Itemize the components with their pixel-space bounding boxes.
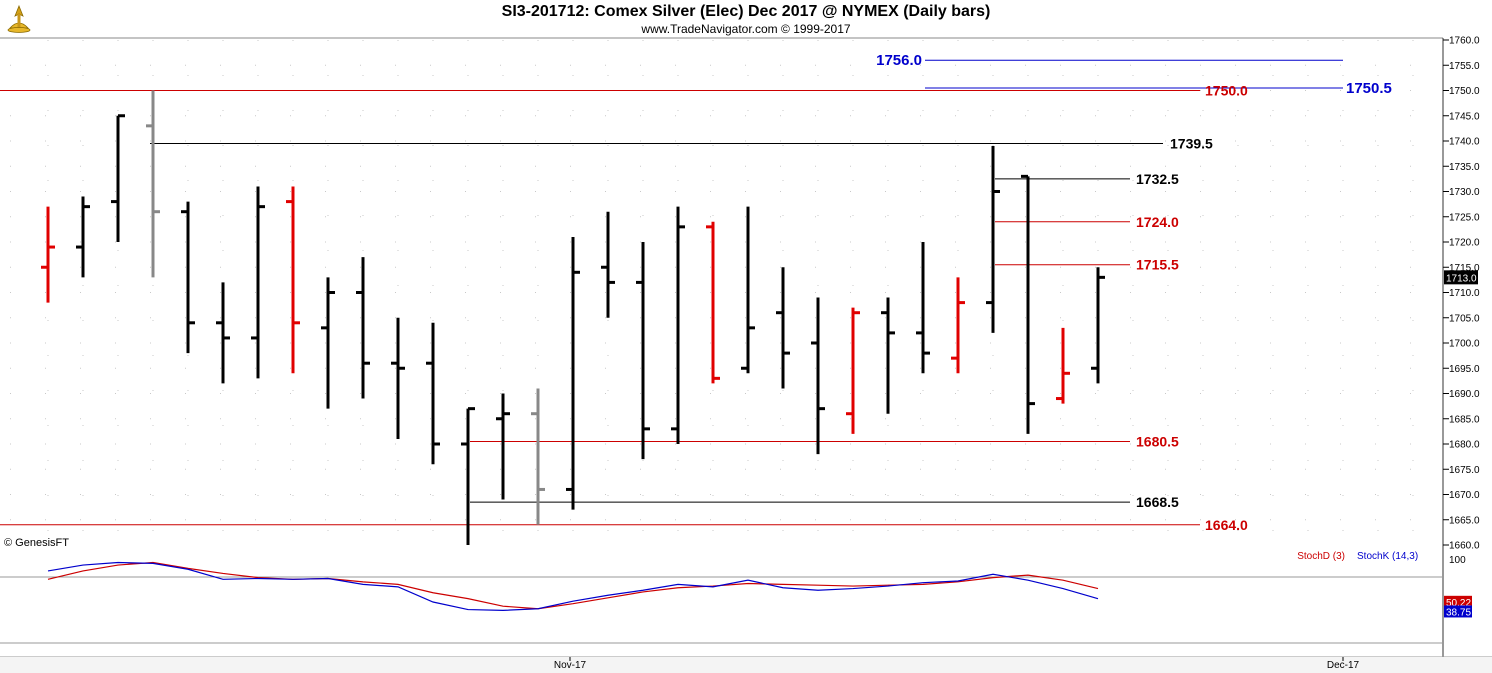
y-tick-label: 1700.0	[1449, 339, 1480, 350]
y-tick-label: 1705.0	[1449, 313, 1480, 324]
chart-subtitle: www.TradeNavigator.com © 1999-2017	[641, 22, 851, 36]
price-axis: 1660.0 1665.0 1670.0 1675.0 1680.0 1685.0 1690…	[1443, 36, 1480, 552]
ohlc-bar	[1021, 174, 1035, 434]
ohlc-bar	[846, 307, 860, 434]
ohlc-bar	[461, 407, 475, 545]
level-label: 1739.5	[1170, 136, 1213, 152]
y-tick-label: 1665.0	[1449, 515, 1480, 526]
stochd-last-value: 50.22	[1444, 595, 1472, 609]
ohlc-bar	[706, 221, 720, 384]
y-tick-label: 1735.0	[1449, 162, 1480, 173]
y-tick-label: 1690.0	[1449, 389, 1480, 400]
ohlc-bar	[566, 236, 580, 510]
legend-stochd: StochD (3)	[1297, 551, 1345, 562]
ohlc-bar	[741, 206, 755, 374]
legend-stochk: StochK (14,3)	[1357, 551, 1418, 562]
ohlc-bar	[251, 186, 265, 379]
ohlc-bar	[1091, 267, 1105, 384]
ohlc-bar	[881, 297, 895, 414]
ohlc-bar	[356, 257, 370, 399]
ohlc-bar	[986, 146, 1000, 333]
y-tick-label: 1670.0	[1449, 490, 1480, 501]
y-tick-label: 1730.0	[1449, 187, 1480, 198]
ohlc-bar	[426, 322, 440, 465]
y-tick-label: 1685.0	[1449, 414, 1480, 425]
y-tick-label: 1715.0	[1449, 263, 1480, 274]
x-tick-label: Dec-17	[1327, 660, 1360, 671]
level-label: 1756.0	[876, 52, 922, 69]
ohlc-bar	[216, 282, 230, 384]
y-tick-label: 1750.0	[1449, 86, 1480, 97]
ohlc-bar	[321, 277, 335, 409]
genesis-watermark: © GenesisFT	[4, 537, 69, 549]
ohlc-bar	[636, 242, 650, 460]
y-tick-label: 1710.0	[1449, 288, 1480, 299]
level-label: 1750.0	[1205, 83, 1248, 99]
y-tick-label: 1675.0	[1449, 465, 1480, 476]
ohlc-bar	[811, 297, 825, 455]
svg-text:50.22: 50.22	[1446, 598, 1471, 609]
level-label: 1715.5	[1136, 257, 1179, 273]
chart-title: SI3-201712: Comex Silver (Elec) Dec 2017…	[501, 3, 991, 20]
level-label: 1668.5	[1136, 494, 1179, 510]
y-tick-label: 1740.0	[1449, 137, 1480, 148]
ohlc-bar	[671, 206, 685, 444]
ohlc-bar	[601, 211, 615, 318]
level-label: 1724.0	[1136, 214, 1179, 230]
time-axis: Nov-17 Dec-17	[554, 657, 1360, 671]
y-tick-label: 1725.0	[1449, 212, 1480, 223]
y-tick-label: 1695.0	[1449, 364, 1480, 375]
y-tick-label: 1755.0	[1449, 61, 1480, 72]
ohlc-bar	[951, 277, 965, 374]
ohlc-bars-layer	[41, 90, 1105, 545]
ohlc-bar	[531, 388, 545, 525]
trade-navigator-logo-icon	[4, 4, 34, 34]
time-axis-background	[0, 657, 1492, 673]
ohlc-bar	[41, 206, 55, 303]
y-tick-label: 1660.0	[1449, 541, 1480, 552]
ohlc-bar	[76, 196, 90, 278]
ohlc-bar	[181, 201, 195, 354]
y-tick-label: 1680.0	[1449, 440, 1480, 451]
level-label: 1732.5	[1136, 171, 1179, 187]
ohlc-bar	[496, 393, 510, 500]
level-label: 1664.0	[1205, 517, 1248, 533]
level-label: 1750.5	[1346, 80, 1392, 97]
last-price-marker: 1713.0	[1444, 270, 1478, 285]
y-tick-label: 1745.0	[1449, 111, 1480, 122]
svg-text:1713.0: 1713.0	[1446, 273, 1477, 284]
y-tick-label: 1720.0	[1449, 238, 1480, 249]
ohlc-bar	[146, 90, 160, 278]
stoch-series-line	[47, 561, 1099, 610]
x-tick-label: Nov-17	[554, 660, 587, 671]
level-label: 1680.5	[1136, 433, 1179, 449]
ohlc-bar	[391, 317, 405, 439]
ohlc-bar	[776, 267, 790, 389]
stoch-series-line	[47, 561, 1099, 612]
ohlc-bar	[111, 114, 125, 242]
ohlc-bar	[916, 242, 930, 374]
ohlc-bar	[1056, 327, 1070, 404]
levels-layer: 1756.0 1750.5 1750.0 1739.5 1732.5 1724.0 1715…	[0, 52, 1392, 533]
stoch-y-tick-label: 100	[1449, 555, 1466, 566]
y-tick-label: 1760.0	[1449, 36, 1480, 47]
svg-text:38.75: 38.75	[1446, 607, 1471, 618]
ohlc-bar	[286, 186, 300, 374]
stochk-last-value: 38.75	[1444, 605, 1472, 618]
